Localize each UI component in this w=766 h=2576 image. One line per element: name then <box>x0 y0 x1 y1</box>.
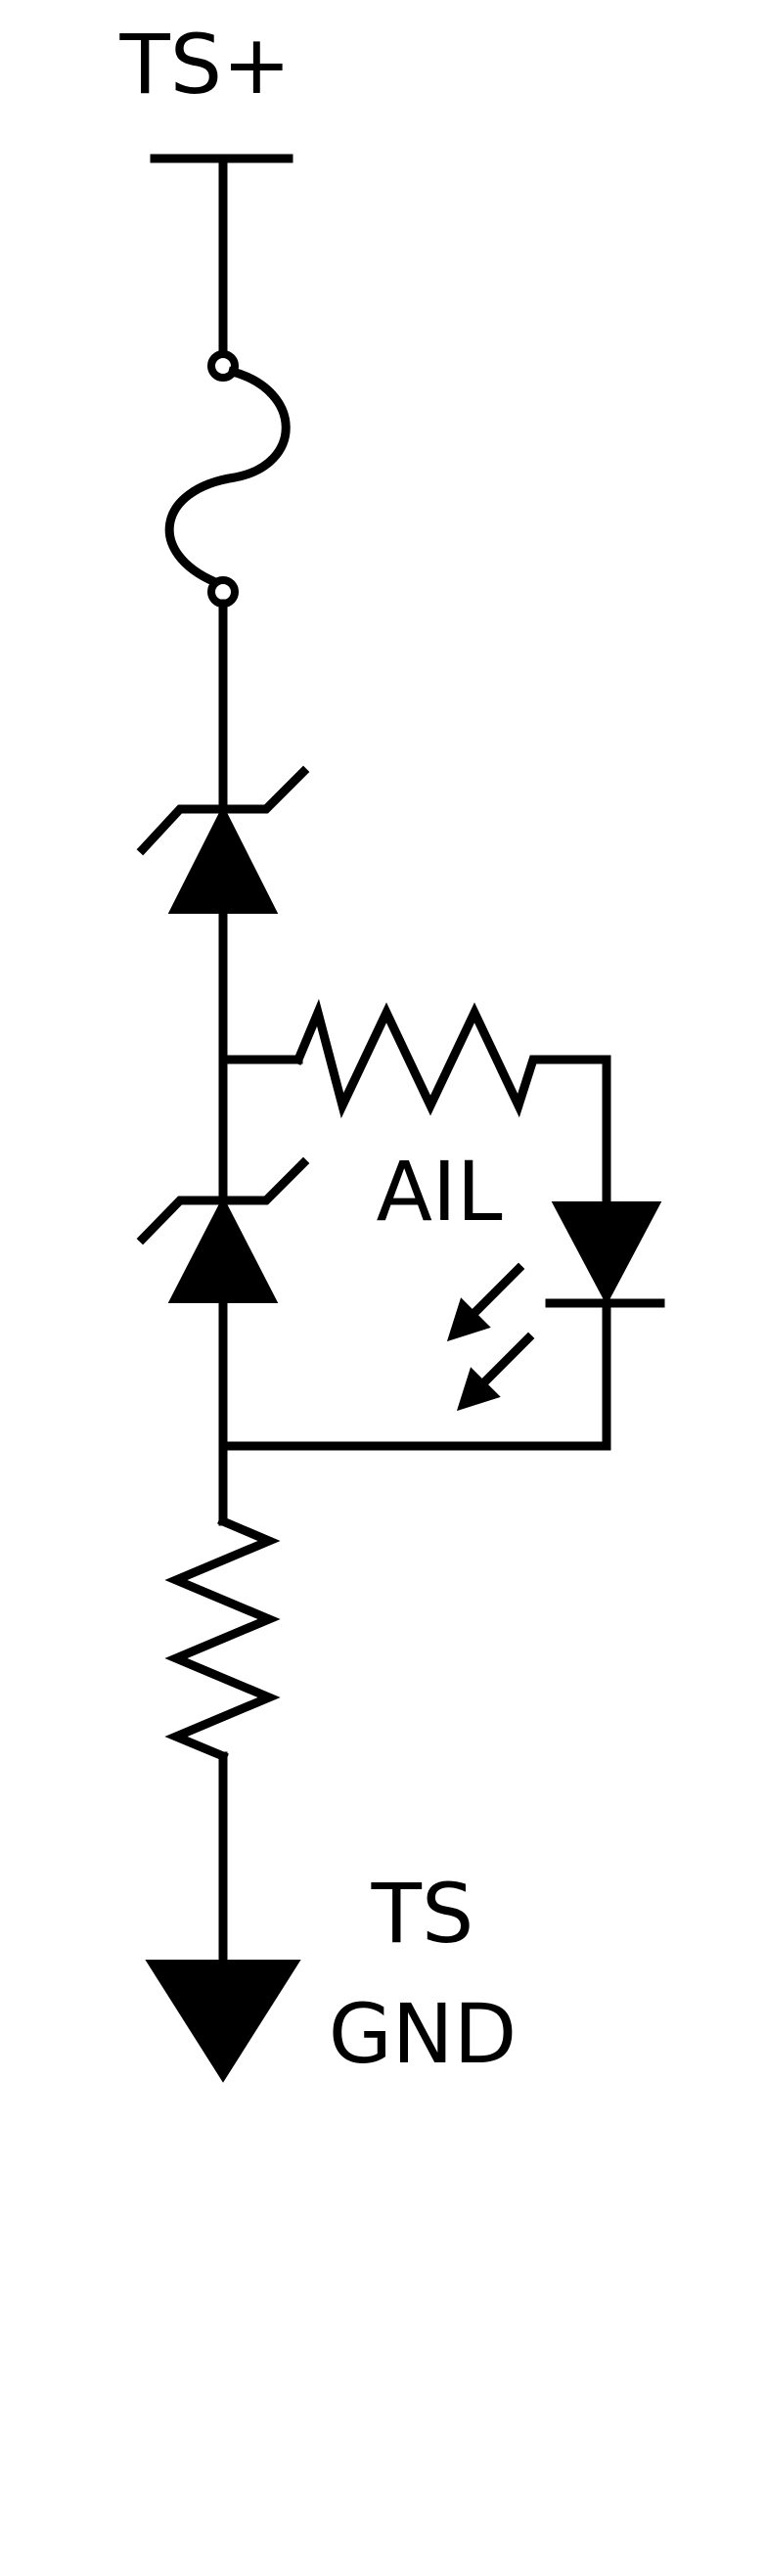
supply-label: TS+ <box>118 17 291 113</box>
ground-label-line1: TS <box>371 1866 474 1962</box>
ground-label-line2: GND <box>329 1986 518 2082</box>
ground-icon <box>145 1960 301 2083</box>
fuse-icon <box>164 350 291 608</box>
light-emission-arrows-icon <box>446 1262 535 1412</box>
bleeder-resistor-icon <box>164 1515 281 1762</box>
led-series-resistor-icon <box>293 998 609 1119</box>
led-label: AIL <box>376 1144 502 1240</box>
